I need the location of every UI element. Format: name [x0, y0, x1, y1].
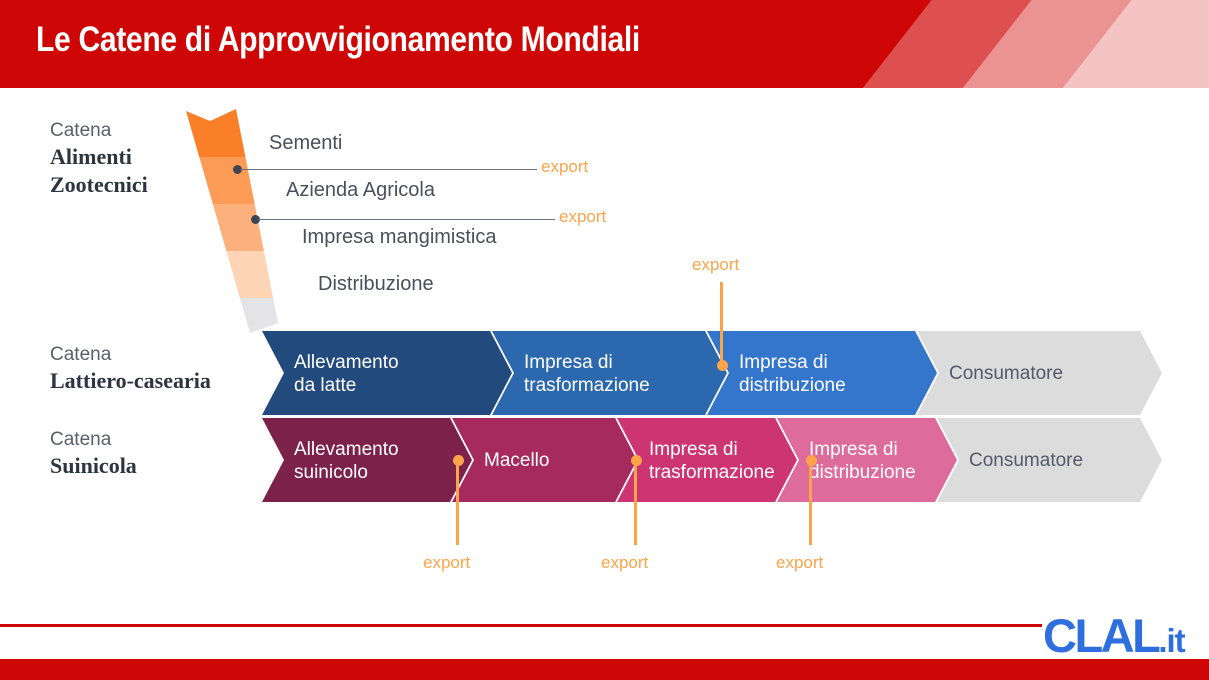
chain-segment: [492, 331, 727, 415]
feed-stage-label-distribuzione: Distribuzione: [318, 273, 434, 295]
chain-kicker-feed: Catena: [50, 120, 112, 141]
export-label: export: [423, 553, 471, 572]
feed-stage-label-sementi: Sementi: [269, 132, 343, 154]
callout-dot-icon: [717, 360, 728, 371]
feed-stage-label-azienda: Azienda Agricola: [286, 179, 435, 201]
swine-chevrons: [262, 418, 1162, 502]
dairy-chevrons: [262, 331, 1162, 415]
chain-segment: [617, 418, 797, 502]
export-label: export: [776, 553, 824, 572]
chain-name-feed-line2: Zootecnici: [50, 172, 148, 198]
callout-stem: [808, 461, 812, 545]
footer-bar: [0, 659, 1209, 680]
feed-chain-ribbon: [186, 109, 278, 333]
callout-stem: [719, 282, 723, 366]
callout-stem: [633, 461, 637, 545]
logo-tld: .it: [1158, 622, 1185, 659]
callout-dot-icon: [631, 455, 642, 466]
export-label: export: [601, 553, 649, 572]
chain-segment: [707, 331, 937, 415]
feed-stage-label-mangimistica: Impresa mangimistica: [302, 226, 497, 248]
connector-dot-icon: [233, 165, 242, 174]
page-title: Le Catene di Approvvigionamento Mondiali: [36, 20, 640, 59]
chain-segment: [262, 331, 512, 415]
chain-name-swine: Suinicola: [50, 453, 137, 479]
chain-name-dairy: Lattiero-casearia: [50, 368, 211, 394]
chain-segment: [777, 418, 957, 502]
chain-label-swine: Catena Suinicola: [50, 427, 137, 480]
chain-kicker-swine: Catena: [50, 429, 112, 450]
connector-dot-icon: [251, 215, 260, 224]
connector-line: [240, 168, 537, 171]
callout-dot-icon: [453, 455, 464, 466]
dairy-chain-row: Allevamento da latte Impresa di trasforma…: [262, 331, 1170, 415]
export-label: export: [692, 255, 740, 274]
chain-segment: [262, 418, 472, 502]
header-banner: Le Catene di Approvvigionamento Mondiali: [0, 0, 1209, 88]
chain-segment: [917, 331, 1162, 415]
chain-segment: [937, 418, 1162, 502]
chain-label-dairy: Catena Lattiero-casearia: [50, 342, 211, 395]
chain-label-feed: Catena Alimenti Zootecnici: [50, 118, 148, 199]
chain-name-feed-line1: Alimenti: [50, 144, 132, 170]
callout-stem: [455, 461, 459, 545]
swine-chain-row: Allevamento suinicolo Macello Impresa di t…: [262, 418, 1170, 502]
footer-divider: [0, 624, 1042, 627]
callout-dot-icon: [806, 455, 817, 466]
clal-logo: CLAL.it: [1043, 608, 1186, 663]
export-label: export: [559, 207, 607, 226]
logo-name: CLAL: [1043, 609, 1161, 662]
chain-segment: [452, 418, 637, 502]
chain-kicker-dairy: Catena: [50, 344, 112, 365]
connector-line: [258, 218, 555, 221]
export-label: export: [541, 157, 589, 176]
